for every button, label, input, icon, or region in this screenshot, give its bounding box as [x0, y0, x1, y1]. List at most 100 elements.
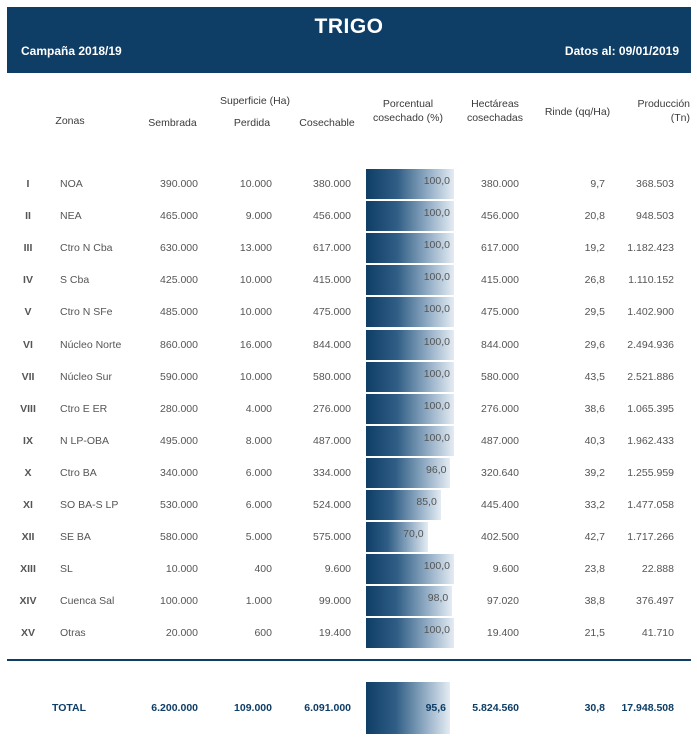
- row-sembrada: 465.000: [160, 210, 198, 223]
- row-sembrada: 20.000: [165, 627, 198, 640]
- row-hectareas: 487.000: [481, 434, 519, 447]
- row-sembrada: 485.000: [160, 306, 198, 319]
- row-pct: 100,0: [423, 207, 450, 220]
- row-rinde: 42,7: [584, 531, 605, 544]
- row-produccion: 2.521.886: [627, 370, 674, 383]
- row-hectareas: 402.500: [481, 531, 519, 544]
- row-cosechable: 487.000: [313, 434, 351, 447]
- row-cosechable: 844.000: [313, 338, 351, 351]
- row-cosechable: 524.000: [313, 499, 351, 511]
- row-number: I: [26, 178, 30, 190]
- row-perdida: 10.000: [239, 274, 272, 287]
- pct-bar: 100,0: [366, 169, 454, 199]
- row-rinde: 38,6: [584, 402, 605, 415]
- row-rinde: 38,8: [584, 595, 605, 608]
- row-cosechable: 99.000: [318, 595, 351, 608]
- total-rinde: 30,8: [584, 702, 605, 714]
- row-produccion: 1.065.395: [627, 402, 674, 415]
- table-row: XIII SL 10.000 400 9.600 9.600 23,8 22.888 100,0: [0, 552, 697, 585]
- header-banner: TRIGO Campaña 2018/19 Datos al: 09/01/20…: [7, 7, 691, 73]
- row-hectareas: 844.000: [481, 338, 519, 351]
- row-perdida: 4.000: [245, 402, 272, 415]
- row-zona: Núcleo Sur: [60, 370, 112, 383]
- table-row: III Ctro N Cba 630.000 13.000 617.000 617.000…: [0, 231, 697, 264]
- row-perdida: 9.000: [245, 210, 272, 223]
- row-zona: Núcleo Norte: [60, 338, 122, 351]
- row-pct: 100,0: [423, 560, 450, 573]
- table-row: V Ctro N SFe 485.000 10.000 475.000 475.000 29…: [0, 295, 697, 328]
- row-zona: Cuenca Sal: [60, 595, 115, 608]
- row-produccion: 948.503: [636, 210, 674, 223]
- row-perdida: 400: [254, 563, 272, 576]
- pct-bar: 100,0: [366, 329, 454, 360]
- row-number: XIII: [20, 563, 36, 576]
- row-rinde: 43,5: [584, 370, 605, 383]
- row-pct: 98,0: [427, 592, 449, 605]
- row-pct: 100,0: [423, 303, 450, 316]
- table-row: XV Otras 20.000 600 19.400 19.400 21,5 41.710 10…: [0, 616, 697, 649]
- row-produccion: 1.255.959: [627, 466, 674, 479]
- row-sembrada: 390.000: [160, 178, 198, 190]
- pct-bar: 96,0: [366, 457, 451, 488]
- row-sembrada: 580.000: [160, 531, 198, 544]
- table-row: I NOA 390.000 10.000 380.000 380.000 9,7 368.50…: [0, 167, 697, 199]
- total-perdida: 109.000: [234, 702, 272, 714]
- row-zona: S Cba: [60, 274, 90, 287]
- pct-bar: 100,0: [366, 297, 454, 328]
- row-cosechable: 276.000: [313, 402, 351, 415]
- row-hectareas: 380.000: [481, 178, 519, 190]
- row-hectareas: 445.400: [481, 499, 519, 511]
- row-produccion: 1.402.900: [627, 306, 674, 319]
- row-number: II: [25, 210, 31, 223]
- row-cosechable: 334.000: [313, 466, 351, 479]
- pct-bar: 100,0: [366, 201, 454, 232]
- row-perdida: 8.000: [245, 434, 272, 447]
- table-row: XII SE BA 580.000 5.000 575.000 402.500 42,7 1.…: [0, 520, 697, 553]
- pct-bar: 100,0: [366, 618, 454, 649]
- row-zona: Ctro N Cba: [60, 242, 113, 255]
- row-perdida: 13.000: [239, 242, 272, 255]
- row-cosechable: 9.600: [324, 563, 351, 576]
- total-label: TOTAL: [52, 702, 87, 714]
- row-cosechable: 456.000: [313, 210, 351, 223]
- header-sembrada: Sembrada: [148, 117, 197, 129]
- row-number: X: [24, 466, 32, 479]
- row-number: IX: [23, 434, 33, 447]
- row-pct: 100,0: [423, 399, 450, 412]
- row-perdida: 5.000: [245, 531, 272, 544]
- row-produccion: 1.182.423: [627, 242, 674, 255]
- row-rinde: 33,2: [584, 499, 605, 511]
- report-title: TRIGO: [314, 15, 384, 38]
- row-hectareas: 475.000: [481, 306, 519, 319]
- table-row: XIV Cuenca Sal 100.000 1.000 99.000 97.020 38,…: [0, 584, 697, 617]
- row-number: XI: [23, 499, 33, 511]
- row-perdida: 10.000: [239, 370, 272, 383]
- pct-bar: 70,0: [366, 522, 428, 553]
- row-cosechable: 575.000: [313, 531, 351, 544]
- row-produccion: 1.717.266: [627, 531, 674, 544]
- row-rinde: 26,8: [584, 274, 605, 287]
- row-number: VIII: [20, 402, 36, 415]
- pct-bar: 100,0: [366, 233, 454, 264]
- header-porcentual: Porcentual cosechado (%): [362, 97, 454, 125]
- row-zona: SO BA-S LP: [60, 499, 119, 511]
- table-row: IX N LP-OBA 495.000 8.000 487.000 487.000 40,3…: [0, 424, 697, 456]
- row-rinde: 23,8: [584, 563, 605, 576]
- row-perdida: 600: [254, 627, 272, 640]
- row-zona: N LP-OBA: [60, 434, 110, 447]
- total-cosechable: 6.091.000: [304, 702, 351, 714]
- row-number: IV: [23, 274, 33, 287]
- pct-bar: 85,0: [366, 490, 441, 520]
- table-row: VII Núcleo Sur 590.000 10.000 580.000 580.000…: [0, 360, 697, 392]
- row-pct: 100,0: [423, 431, 450, 444]
- row-produccion: 41.710: [641, 627, 674, 640]
- row-hectareas: 19.400: [486, 627, 519, 640]
- row-hectareas: 617.000: [481, 242, 519, 255]
- row-sembrada: 495.000: [160, 434, 198, 447]
- header-hectareas: Hectáreas cosechadas: [455, 97, 535, 125]
- row-rinde: 40,3: [584, 434, 605, 447]
- row-perdida: 6.000: [245, 466, 272, 479]
- header-cosechable: Cosechable: [299, 117, 355, 129]
- header-produccion-line2: (Tn): [670, 112, 690, 124]
- row-pct: 100,0: [423, 367, 450, 380]
